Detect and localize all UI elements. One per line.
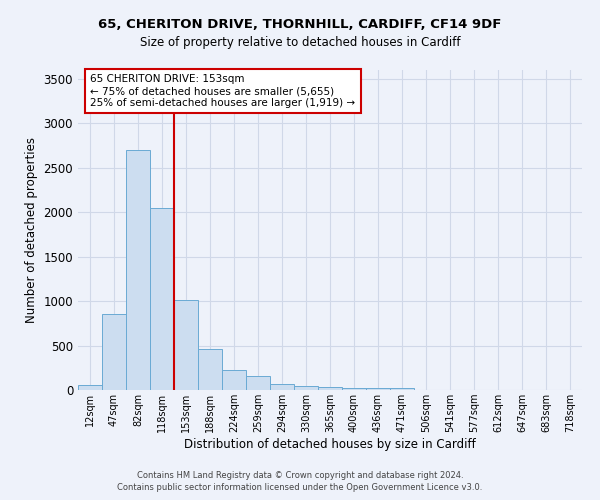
Text: Contains public sector information licensed under the Open Government Licence v3: Contains public sector information licen… <box>118 484 482 492</box>
Text: 65 CHERITON DRIVE: 153sqm
← 75% of detached houses are smaller (5,655)
25% of se: 65 CHERITON DRIVE: 153sqm ← 75% of detac… <box>91 74 356 108</box>
Text: 65, CHERITON DRIVE, THORNHILL, CARDIFF, CF14 9DF: 65, CHERITON DRIVE, THORNHILL, CARDIFF, … <box>98 18 502 30</box>
Bar <box>174 300 198 390</box>
X-axis label: Distribution of detached houses by size in Cardiff: Distribution of detached houses by size … <box>184 438 476 451</box>
Bar <box>342 388 366 390</box>
Bar <box>390 388 414 390</box>
Bar <box>246 376 270 390</box>
Bar <box>78 384 102 390</box>
Bar <box>150 208 174 390</box>
Text: Size of property relative to detached houses in Cardiff: Size of property relative to detached ho… <box>140 36 460 49</box>
Y-axis label: Number of detached properties: Number of detached properties <box>25 137 38 323</box>
Text: Contains HM Land Registry data © Crown copyright and database right 2024.: Contains HM Land Registry data © Crown c… <box>137 471 463 480</box>
Bar <box>126 150 150 390</box>
Bar <box>318 388 342 390</box>
Bar <box>222 370 246 390</box>
Bar <box>294 386 318 390</box>
Bar <box>366 388 390 390</box>
Bar <box>102 314 126 390</box>
Bar <box>198 349 222 390</box>
Bar <box>270 384 294 390</box>
